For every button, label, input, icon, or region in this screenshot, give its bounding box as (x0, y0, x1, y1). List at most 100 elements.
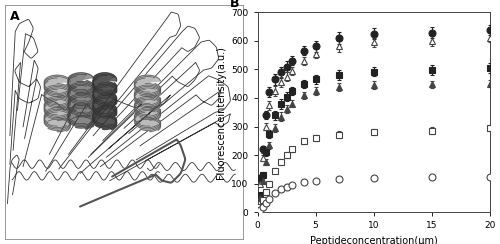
Polygon shape (68, 110, 86, 124)
Polygon shape (134, 121, 160, 129)
Polygon shape (93, 76, 107, 90)
Polygon shape (68, 106, 94, 115)
Polygon shape (134, 77, 155, 89)
Polygon shape (68, 81, 93, 91)
Polygon shape (68, 83, 94, 92)
Polygon shape (44, 75, 70, 82)
Polygon shape (48, 96, 70, 108)
Polygon shape (44, 93, 66, 105)
Polygon shape (48, 108, 70, 120)
Polygon shape (93, 96, 116, 104)
Polygon shape (76, 81, 94, 95)
Polygon shape (102, 81, 117, 95)
Polygon shape (93, 98, 107, 112)
Polygon shape (134, 112, 150, 126)
Polygon shape (48, 85, 70, 97)
Polygon shape (57, 106, 70, 121)
Text: B: B (230, 0, 239, 10)
Polygon shape (68, 96, 94, 105)
Polygon shape (134, 109, 160, 118)
X-axis label: Peptideconcentration(μm): Peptideconcentration(μm) (310, 236, 438, 244)
Polygon shape (134, 111, 155, 123)
Polygon shape (93, 73, 116, 81)
Polygon shape (93, 101, 112, 114)
Polygon shape (134, 78, 150, 92)
Polygon shape (134, 116, 158, 128)
Polygon shape (134, 98, 160, 106)
Polygon shape (68, 84, 94, 94)
Polygon shape (44, 81, 66, 93)
Polygon shape (145, 106, 160, 120)
Polygon shape (134, 90, 150, 103)
Polygon shape (93, 97, 114, 108)
Polygon shape (44, 116, 66, 128)
Polygon shape (76, 93, 94, 106)
Polygon shape (68, 115, 93, 125)
Polygon shape (134, 98, 160, 106)
Polygon shape (134, 105, 158, 116)
Polygon shape (134, 87, 160, 95)
Polygon shape (134, 109, 160, 117)
Polygon shape (102, 93, 117, 107)
Polygon shape (44, 101, 58, 115)
Polygon shape (93, 107, 116, 115)
Text: A: A (10, 10, 20, 22)
Polygon shape (44, 111, 70, 118)
Polygon shape (93, 95, 116, 104)
Polygon shape (68, 104, 93, 114)
Polygon shape (44, 104, 66, 116)
Polygon shape (93, 107, 116, 115)
Polygon shape (134, 82, 158, 93)
Polygon shape (102, 115, 117, 130)
Polygon shape (68, 74, 86, 88)
Polygon shape (68, 73, 94, 82)
Polygon shape (44, 99, 66, 111)
Polygon shape (137, 119, 160, 130)
Polygon shape (76, 115, 94, 129)
Polygon shape (69, 117, 94, 127)
Polygon shape (44, 89, 58, 103)
Polygon shape (93, 74, 114, 85)
Polygon shape (93, 108, 114, 119)
Polygon shape (95, 83, 116, 94)
Polygon shape (93, 110, 107, 124)
Polygon shape (44, 78, 57, 92)
Polygon shape (68, 108, 86, 122)
Polygon shape (134, 87, 160, 95)
Polygon shape (57, 84, 70, 98)
Polygon shape (134, 99, 155, 112)
Polygon shape (98, 83, 116, 96)
Polygon shape (69, 94, 94, 104)
Polygon shape (57, 118, 70, 132)
Polygon shape (137, 96, 160, 108)
Polygon shape (134, 88, 155, 101)
Polygon shape (68, 94, 94, 104)
Polygon shape (145, 95, 160, 109)
Polygon shape (48, 119, 70, 131)
Polygon shape (68, 87, 86, 101)
Polygon shape (68, 117, 94, 127)
Polygon shape (93, 90, 112, 102)
Polygon shape (68, 86, 86, 99)
Polygon shape (145, 118, 160, 132)
Polygon shape (44, 88, 70, 95)
Polygon shape (76, 115, 94, 128)
Polygon shape (95, 94, 116, 105)
Polygon shape (44, 109, 70, 116)
Polygon shape (140, 83, 160, 96)
Polygon shape (93, 84, 116, 92)
Polygon shape (93, 84, 116, 92)
Polygon shape (102, 104, 117, 118)
Polygon shape (93, 78, 112, 91)
Polygon shape (44, 99, 70, 106)
Polygon shape (76, 103, 94, 117)
Polygon shape (140, 118, 160, 130)
Polygon shape (76, 81, 94, 94)
Polygon shape (95, 117, 116, 128)
Polygon shape (57, 95, 70, 109)
Polygon shape (48, 96, 70, 108)
Polygon shape (98, 117, 116, 130)
Polygon shape (93, 86, 114, 97)
Polygon shape (68, 97, 86, 110)
Polygon shape (44, 88, 66, 100)
